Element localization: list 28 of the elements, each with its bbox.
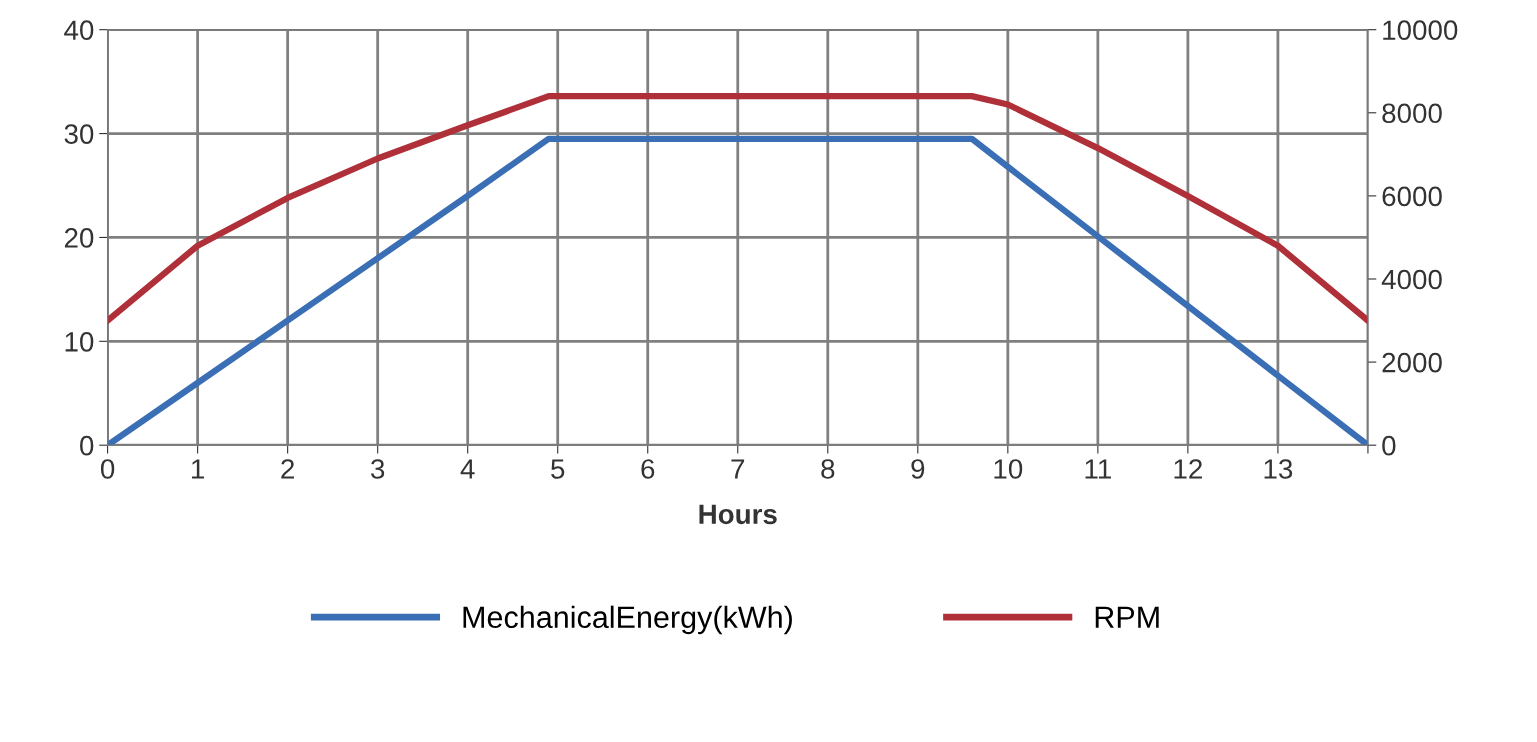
legend-label: MechanicalEnergy(kWh) [463,605,792,635]
x-tick-label: 9 [911,459,925,479]
y2-tick-label: 10000 [1383,20,1458,41]
y2-tick-label: 4000 [1381,269,1442,290]
y-tick-label: 10 [65,331,94,352]
x-tick-label: 1 [192,459,204,479]
x-axis-title: Hours [699,504,777,525]
x-tick-label: 0 [100,459,115,479]
x-tick-label: 11 [1085,459,1111,479]
y-tick-label: 20 [64,228,94,248]
y2-tick-label: 0 [1382,435,1396,456]
x-tick-label: 8 [821,459,835,479]
x-tick-label: 13 [1264,459,1293,479]
y2-tick-label: 6000 [1382,186,1442,207]
y-tick-label: 40 [64,20,94,41]
x-tick-label: 12 [1174,459,1202,479]
y2-tick-label: 8000 [1382,103,1442,124]
x-tick-label: 2 [281,459,294,479]
x-tick-label: 4 [460,459,475,479]
y-tick-label: 30 [64,124,94,144]
y2-tick-label: 2000 [1382,352,1442,373]
x-tick-label: 3 [371,459,385,479]
x-tick-label: 5 [551,459,565,479]
x-tick-label: 7 [731,459,745,479]
y-tick-label: 0 [80,435,94,456]
x-tick-label: 10 [994,459,1023,479]
x-tick-label: 6 [641,459,655,479]
legend-label: RPM [1095,606,1159,628]
